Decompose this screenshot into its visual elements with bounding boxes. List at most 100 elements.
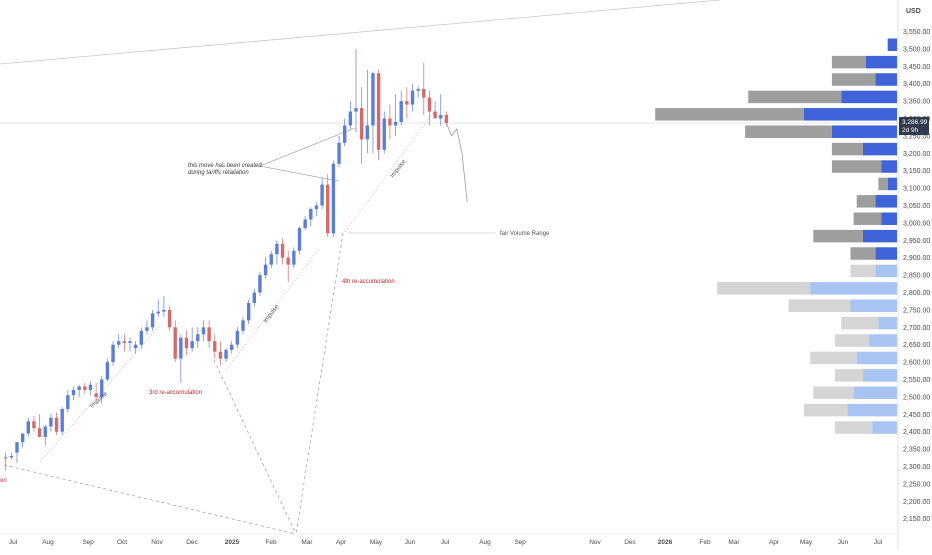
candle-body[interactable] — [32, 421, 36, 429]
candle-body[interactable] — [49, 417, 53, 427]
left-edge-label: on — [0, 478, 7, 484]
candle-body[interactable] — [190, 341, 194, 349]
candle-body[interactable] — [320, 184, 324, 206]
candle-body[interactable] — [393, 121, 398, 126]
candle-body[interactable] — [258, 275, 262, 293]
plot-area[interactable] — [0, 0, 898, 535]
candle-body[interactable] — [66, 395, 70, 410]
candle-body[interactable] — [88, 384, 93, 390]
candle-body[interactable] — [207, 327, 211, 342]
candle-body[interactable] — [224, 349, 228, 359]
candle-body[interactable] — [405, 101, 409, 105]
candle-body[interactable] — [139, 330, 143, 345]
candle-body[interactable] — [26, 421, 30, 434]
candle-body[interactable] — [71, 389, 76, 396]
candle-body[interactable] — [331, 163, 336, 234]
candle-body[interactable] — [359, 108, 364, 140]
candle-body[interactable] — [20, 433, 25, 443]
candle-body[interactable] — [416, 88, 420, 91]
candle-body[interactable] — [292, 250, 296, 265]
candle-body[interactable] — [150, 313, 155, 328]
candle-body[interactable] — [286, 257, 290, 265]
time-axis[interactable]: Jul Aug Sep Oct Nov Dec 2025 Feb Mar Apr May Jun Jul… — [0, 533, 898, 546]
candle-body[interactable] — [213, 341, 217, 352]
candle-body[interactable] — [230, 344, 234, 350]
trend-line[interactable] — [0, 0, 721, 65]
candle-body[interactable] — [184, 337, 189, 349]
candle-body[interactable] — [410, 90, 415, 105]
dashed-line-1[interactable] — [3, 464, 297, 535]
candle-body[interactable] — [235, 330, 240, 345]
candle-body[interactable] — [105, 362, 110, 380]
price-axis[interactable]: USD 3,550.00 3,500.00 3,450.00 3,400.00 3,35… — [897, 0, 930, 550]
candle-body[interactable] — [269, 254, 273, 265]
candle-body[interactable] — [77, 386, 81, 390]
candle-body[interactable] — [111, 344, 115, 363]
candle-body[interactable] — [37, 428, 42, 437]
y-tick-label: 2,250.00 — [903, 481, 930, 488]
y-tick-label: 3,250.00 — [903, 133, 930, 140]
candle-body[interactable] — [275, 243, 279, 255]
candle-body[interactable] — [376, 73, 381, 150]
candle-body[interactable] — [303, 219, 307, 229]
candle-body[interactable] — [326, 184, 330, 234]
candle-body[interactable] — [145, 327, 149, 331]
x-tick-label: Mar — [301, 539, 313, 546]
candle-body[interactable] — [439, 115, 443, 119]
candle-body[interactable] — [54, 417, 59, 432]
projection-path[interactable] — [446, 122, 468, 203]
candle-body[interactable] — [179, 337, 183, 359]
candle-body[interactable] — [297, 228, 302, 251]
candle-body[interactable] — [117, 341, 121, 345]
impulse-line-3[interactable] — [344, 109, 436, 233]
candle-body[interactable] — [15, 442, 19, 453]
candle-body[interactable] — [354, 108, 358, 112]
candle-body[interactable] — [371, 73, 375, 126]
candle-body[interactable] — [128, 341, 132, 343]
candle-body[interactable] — [162, 309, 166, 312]
candle-body[interactable] — [427, 97, 432, 112]
candle-body[interactable] — [4, 457, 8, 459]
candle-body[interactable] — [156, 311, 160, 314]
y-tick-label: 2,800.00 — [903, 290, 930, 297]
candle-body[interactable] — [433, 111, 437, 119]
candle-body[interactable] — [252, 292, 256, 303]
impulse-line-2[interactable] — [225, 247, 321, 371]
candle-body[interactable] — [422, 88, 426, 98]
candle-body[interactable] — [348, 111, 353, 126]
dashed-line-3[interactable] — [295, 232, 344, 535]
candle-body[interactable] — [173, 327, 177, 359]
candle-body[interactable] — [399, 101, 403, 122]
volume-profile-buy — [881, 160, 897, 173]
volume-profile-buy — [856, 351, 897, 365]
candle-body[interactable] — [337, 142, 341, 164]
candle-body[interactable] — [309, 208, 313, 220]
candle-body[interactable] — [60, 409, 64, 432]
candle-body[interactable] — [201, 327, 206, 335]
candle-body[interactable] — [133, 344, 138, 349]
impulse-line-1[interactable] — [39, 324, 161, 463]
candle-body[interactable] — [43, 426, 47, 437]
candle-body[interactable] — [382, 118, 386, 150]
candle-body[interactable] — [246, 302, 251, 321]
volume-profile-sell — [835, 421, 873, 434]
candle-body[interactable] — [94, 393, 98, 397]
candle-body[interactable] — [365, 125, 369, 140]
candle-body[interactable] — [196, 334, 200, 342]
candle-body[interactable] — [343, 125, 347, 143]
candle-body[interactable] — [167, 309, 172, 328]
candle-body[interactable] — [218, 351, 223, 359]
dashed-line-2[interactable] — [213, 359, 297, 535]
candle-body[interactable] — [9, 456, 14, 458]
candle-body[interactable] — [263, 264, 268, 276]
candle-body[interactable] — [83, 386, 87, 390]
candle-body[interactable] — [388, 118, 392, 126]
candle-body[interactable] — [444, 115, 449, 124]
volume-profile-buy — [866, 55, 897, 69]
candle-body[interactable] — [280, 243, 285, 258]
candle-body[interactable] — [241, 320, 245, 331]
candle-body[interactable] — [100, 379, 104, 397]
candle-body[interactable] — [314, 205, 319, 209]
candle-body[interactable] — [122, 341, 127, 343]
